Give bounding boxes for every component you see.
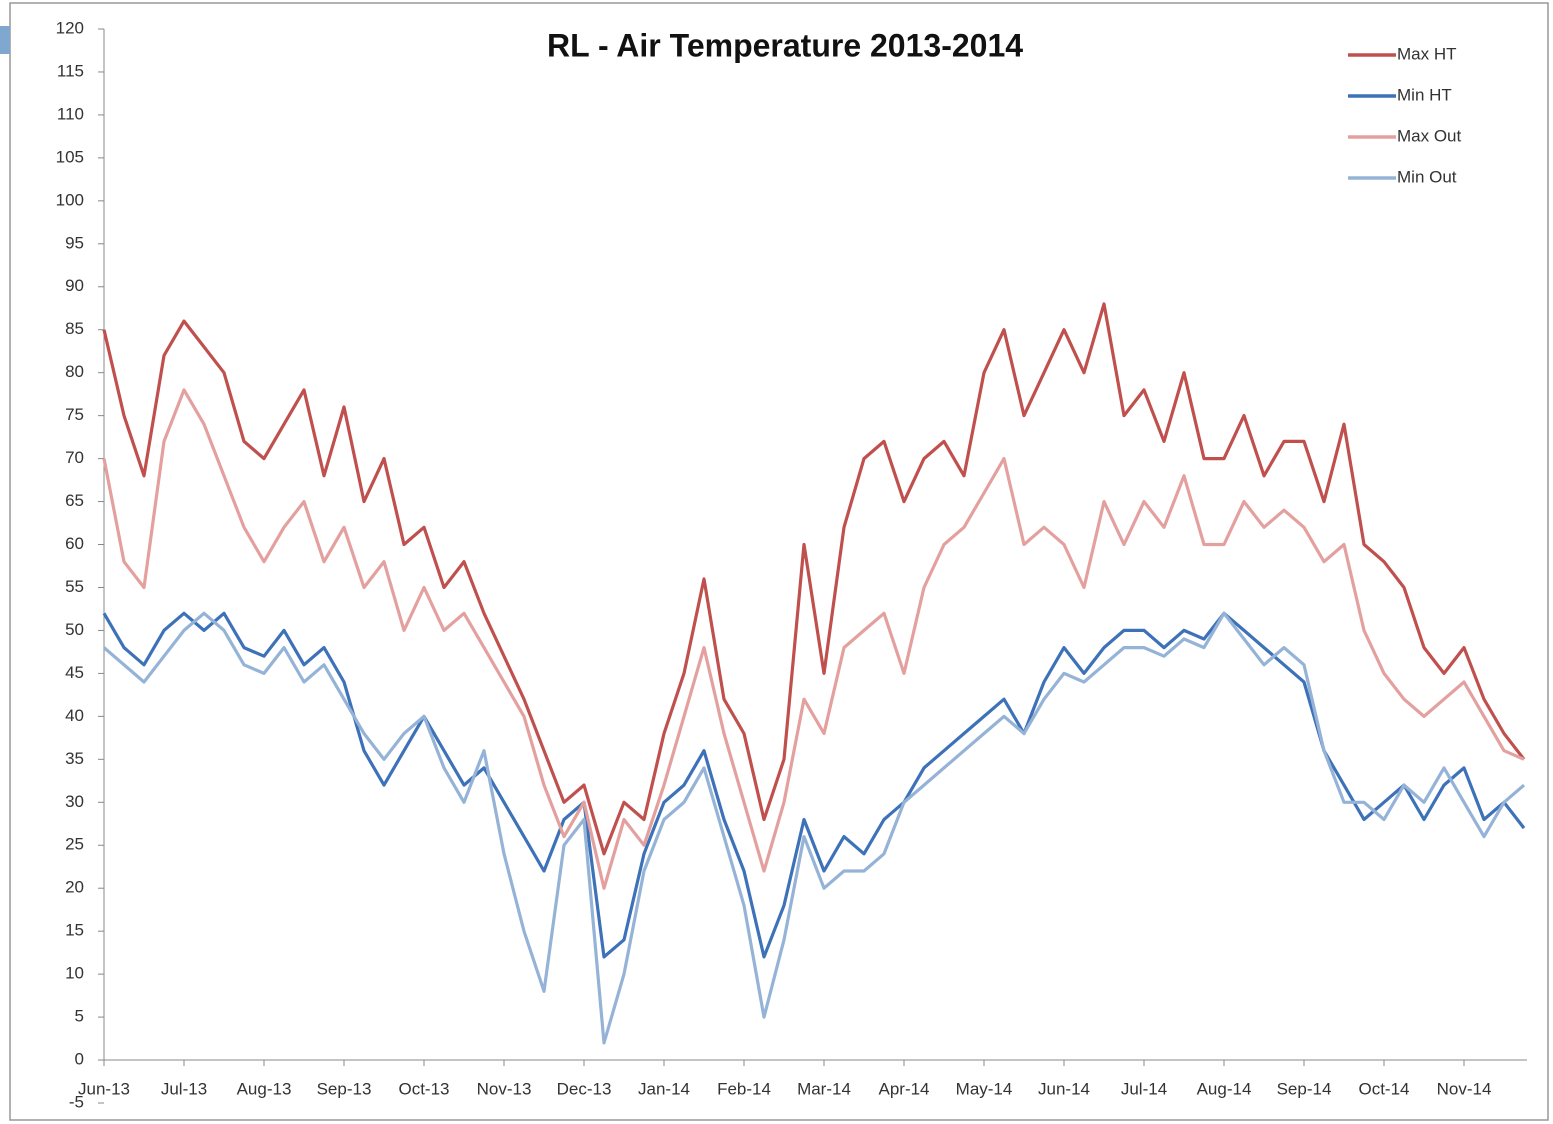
y-tick-label: 95 (65, 233, 84, 252)
y-tick-label: 60 (65, 534, 84, 553)
x-tick-label: Apr-14 (878, 1080, 929, 1099)
x-tick-label: Mar-14 (797, 1080, 851, 1099)
y-tick-label: 65 (65, 491, 84, 510)
chart-frame (9, 2, 1549, 1121)
x-tick-label: May-14 (956, 1080, 1013, 1099)
y-tick-label: 55 (65, 577, 84, 596)
y-tick-label: 20 (65, 878, 84, 897)
x-tick-label: Jul-14 (1121, 1080, 1167, 1099)
y-tick-label: 30 (65, 792, 84, 811)
y-tick-label: 110 (57, 104, 84, 123)
y-tick-label: 105 (56, 147, 84, 166)
y-tick-label: 40 (65, 706, 84, 725)
x-tick-label: Aug-14 (1197, 1080, 1252, 1099)
legend-label: Min Out (1397, 167, 1457, 186)
y-tick-label: 10 (65, 964, 84, 983)
legend-label: Min HT (1397, 85, 1452, 104)
y-tick-label: 5 (75, 1007, 84, 1026)
legend-label: Max Out (1397, 126, 1462, 145)
x-tick-label: Jun-14 (1038, 1080, 1090, 1099)
series-line (102, 302, 1526, 856)
x-tick-label: Feb-14 (717, 1080, 771, 1099)
series-line (102, 611, 1526, 1045)
y-tick-label: 25 (65, 835, 84, 854)
y-tick-label: 35 (65, 749, 84, 768)
x-tick-label: Sep-13 (317, 1080, 372, 1099)
series-line (102, 388, 1525, 890)
y-tick-label: 100 (56, 190, 84, 209)
y-tick-label: 120 (56, 18, 84, 37)
selection-handle (0, 26, 10, 54)
series-line (102, 611, 1526, 959)
y-tick-label: 15 (65, 921, 84, 940)
y-tick-label: 90 (65, 276, 84, 295)
x-tick-label: Jun-13 (78, 1080, 130, 1099)
x-tick-label: Jul-13 (161, 1080, 207, 1099)
legend-label: Max HT (1397, 44, 1457, 63)
chart-title: RL - Air Temperature 2013-2014 (547, 27, 1023, 63)
x-tick-label: Aug-13 (237, 1080, 292, 1099)
y-tick-label: 0 (75, 1050, 84, 1069)
y-tick-label: 80 (65, 362, 84, 381)
x-tick-label: Oct-14 (1358, 1080, 1409, 1099)
x-tick-label: Oct-13 (398, 1080, 449, 1099)
x-tick-label: Dec-13 (557, 1080, 612, 1099)
x-tick-label: Sep-14 (1277, 1080, 1332, 1099)
x-tick-label: Jan-14 (638, 1080, 690, 1099)
x-tick-label: Nov-13 (477, 1080, 532, 1099)
y-tick-label: 75 (65, 405, 84, 424)
y-tick-label: -5 (69, 1092, 84, 1111)
y-tick-label: 115 (57, 61, 84, 80)
x-tick-label: Nov-14 (1437, 1080, 1492, 1099)
y-tick-label: 85 (65, 319, 84, 338)
y-tick-label: 70 (65, 448, 84, 467)
y-tick-label: 45 (65, 663, 84, 682)
y-tick-label: 50 (65, 620, 84, 639)
